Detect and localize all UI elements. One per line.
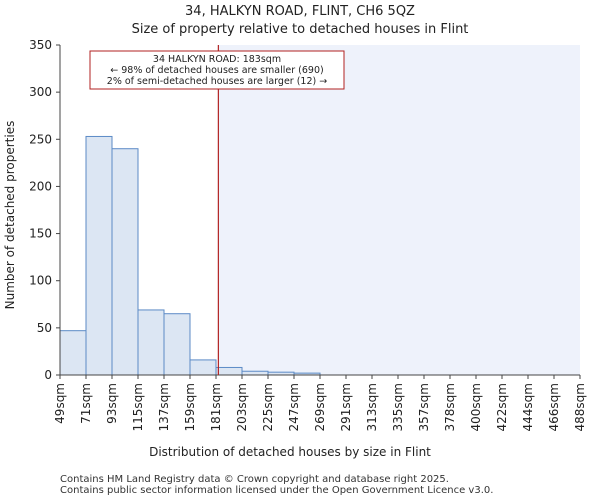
y-tick-label: 0 xyxy=(44,368,52,382)
x-tick-label: 137sqm xyxy=(157,383,171,431)
x-tick-label: 444sqm xyxy=(521,383,535,431)
x-tick-label: 422sqm xyxy=(495,383,509,431)
x-tick-label: 466sqm xyxy=(547,383,561,431)
bar-115sqm[interactable] xyxy=(137,309,165,376)
y-tick-label: 100 xyxy=(29,274,52,288)
footer-line-1: Contains HM Land Registry data © Crown c… xyxy=(60,474,449,485)
annotation-line-3: 2% of semi-detached houses are larger (1… xyxy=(107,76,327,87)
annotation-line-1: 34 HALKYN ROAD: 183sqm xyxy=(153,54,281,65)
x-tick-label: 247sqm xyxy=(287,383,301,431)
y-tick-label: 300 xyxy=(29,85,52,99)
y-tick-label: 150 xyxy=(29,227,52,241)
bar-181sqm[interactable] xyxy=(215,366,243,376)
y-tick-label: 50 xyxy=(37,321,52,335)
chart-subtitle: Size of property relative to detached ho… xyxy=(131,22,469,37)
y-tick-label: 250 xyxy=(29,132,52,146)
footer-line-2: Contains public sector information licen… xyxy=(60,485,494,496)
x-tick-label: 357sqm xyxy=(417,383,431,431)
x-tick-label: 115sqm xyxy=(131,383,145,431)
bar-137sqm[interactable] xyxy=(163,313,191,376)
y-axis-label: Number of detached properties xyxy=(3,121,17,310)
x-tick-label: 313sqm xyxy=(365,383,379,431)
bar-71sqm[interactable] xyxy=(85,135,113,376)
x-tick-label: 335sqm xyxy=(391,383,405,431)
bar-159sqm[interactable] xyxy=(189,359,217,376)
annotation-line-2: ← 98% of detached houses are smaller (69… xyxy=(110,65,323,76)
x-tick-label: 225sqm xyxy=(261,383,275,431)
x-tick-label: 93sqm xyxy=(105,383,119,424)
x-tick-label: 400sqm xyxy=(469,383,483,431)
x-tick-label: 159sqm xyxy=(183,383,197,431)
bar-93sqm[interactable] xyxy=(111,148,139,376)
bar-49sqm[interactable] xyxy=(59,330,87,376)
x-tick-label: 203sqm xyxy=(235,383,249,431)
chart-title: 34, HALKYN ROAD, FLINT, CH6 5QZ xyxy=(185,4,415,19)
y-tick-label: 200 xyxy=(29,179,52,193)
x-axis-label: Distribution of detached houses by size … xyxy=(149,445,431,459)
y-tick-label: 350 xyxy=(29,38,52,52)
shaded-region xyxy=(218,45,580,375)
x-tick-label: 181sqm xyxy=(209,383,223,431)
x-tick-label: 291sqm xyxy=(339,383,353,431)
x-tick-label: 378sqm xyxy=(443,383,457,431)
annotation-box xyxy=(89,50,345,90)
bar-203sqm[interactable] xyxy=(241,370,269,376)
x-tick-label: 49sqm xyxy=(53,383,67,424)
x-tick-label: 71sqm xyxy=(79,383,93,424)
x-tick-label: 488sqm xyxy=(573,383,587,431)
x-tick-label: 269sqm xyxy=(313,383,327,431)
